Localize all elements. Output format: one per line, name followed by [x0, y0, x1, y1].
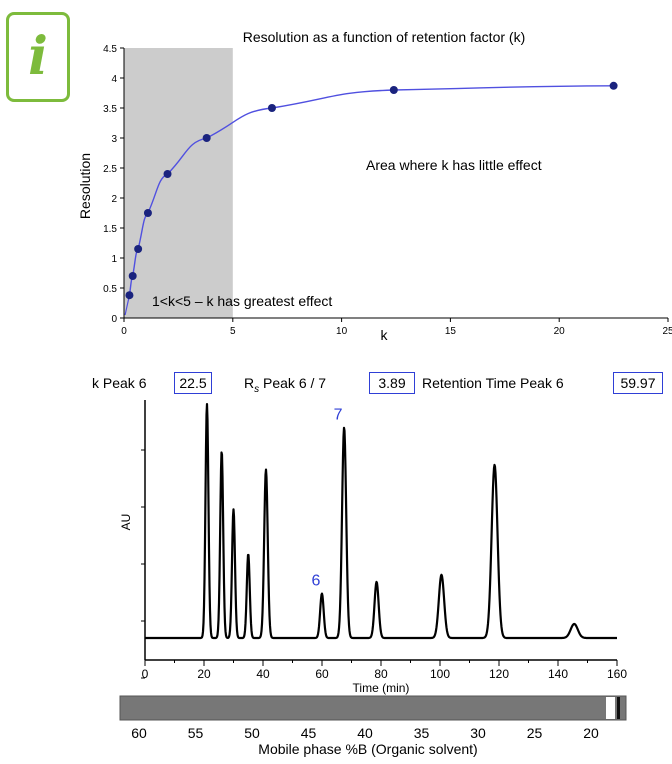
- mobile-phase-tick: 35: [414, 725, 430, 741]
- x-tick-label: 10: [336, 326, 348, 337]
- data-point: [134, 245, 143, 253]
- chart-title: Resolution as a function of retention fa…: [243, 29, 525, 45]
- x-tick-label: 100: [430, 667, 450, 681]
- x-tick-label: 20: [554, 326, 566, 337]
- x-axis-title: k: [381, 327, 389, 343]
- data-point: [389, 86, 398, 94]
- k-peak-value[interactable]: 22.5: [174, 372, 212, 394]
- x-tick-label: 0: [142, 667, 149, 681]
- y-tick-label: 3: [111, 134, 117, 145]
- mobile-phase-tick: 25: [527, 725, 543, 741]
- y-tick-label: 4.5: [103, 44, 117, 55]
- y-tick-label: 2.5: [103, 164, 117, 175]
- data-point: [202, 134, 211, 142]
- shaded-region: [124, 48, 233, 318]
- rs-label-suffix: Peak 6 / 7: [259, 375, 327, 391]
- retention-time-label: Retention Time Peak 6: [422, 375, 564, 391]
- retention-time-value[interactable]: 59.97: [613, 372, 663, 394]
- y-axis-title: Resolution: [77, 153, 93, 219]
- rs-value[interactable]: 3.89: [369, 372, 415, 394]
- rs-label-sub: s: [254, 383, 260, 395]
- x-tick-label: 15: [445, 326, 457, 337]
- mobile-phase-tick: 45: [301, 725, 317, 741]
- x-tick-label: 60: [315, 667, 329, 681]
- annotation-greatest-effect: 1<k<5 – k has greatest effect: [152, 293, 332, 309]
- data-point: [143, 209, 152, 217]
- x-tick-label: 80: [374, 667, 388, 681]
- x-tick-label: 120: [489, 667, 509, 681]
- info-button[interactable]: i: [6, 12, 70, 102]
- x-tick-label: 20: [197, 667, 211, 681]
- data-point: [163, 170, 172, 178]
- readouts-bar: k Peak 6 22.5 Rs Peak 6 / 7 3.89 Retenti…: [0, 372, 672, 398]
- mobile-phase-tick: 50: [244, 725, 260, 741]
- y-tick-label: 3.5: [103, 104, 117, 115]
- x-axis-title: Time (min): [353, 681, 410, 695]
- k-peak-label: k Peak 6: [92, 375, 147, 391]
- y-tick-label: 2: [111, 194, 117, 205]
- info-icon: i: [28, 26, 48, 87]
- data-point: [609, 81, 618, 90]
- resolution-chart: 0 0.5 1 1.5 2 2.5 3 3.5 4 4.5 0 5 10 15 20 25 Resolution…: [77, 29, 672, 343]
- x-tick-label: 160: [607, 667, 627, 681]
- mobile-phase-gap: [606, 697, 615, 719]
- chromatogram-trace: [144, 403, 618, 640]
- y-tick-label: 4: [111, 74, 117, 85]
- mobile-phase-tick: 40: [357, 725, 373, 741]
- chromatogram-chart: AU 0 20 40 60 80 100 120 140 160 Time (min) 6 7 60 55 5…: [119, 400, 627, 757]
- mobile-phase-title: Mobile phase %B (Organic solvent): [258, 741, 477, 757]
- annotation-little-effect: Area where k has little effect: [366, 157, 542, 173]
- x-tick-label: 40: [256, 667, 270, 681]
- mobile-phase-bar: [119, 695, 627, 721]
- series-line: [128, 85, 614, 296]
- data-point: [267, 104, 276, 112]
- peak-label: 7: [334, 406, 343, 423]
- x-tick-label: 0: [121, 326, 127, 337]
- x-tick-label: 5: [230, 326, 236, 337]
- y-tick-label: 0.5: [103, 284, 117, 295]
- mobile-phase-tick: 55: [188, 725, 204, 741]
- rs-peak-label: Rs Peak 6 / 7: [244, 375, 326, 395]
- rs-label-prefix: R: [244, 375, 255, 391]
- x-tick-label: 140: [548, 667, 568, 681]
- x-tick-label: 25: [662, 326, 672, 337]
- mobile-phase-tick: 60: [131, 725, 147, 741]
- data-point: [125, 291, 134, 300]
- mobile-phase-tick: 30: [470, 725, 486, 741]
- mobile-phase-marker: [617, 697, 620, 719]
- y-axis-title: AU: [119, 514, 133, 531]
- y-tick-label: 1.5: [103, 224, 117, 235]
- peak-label: 6: [311, 573, 320, 590]
- data-point: [128, 272, 137, 280]
- y-tick-label: 0: [111, 314, 117, 325]
- y-tick-label: 1: [111, 254, 117, 265]
- mobile-phase-tick: 20: [583, 725, 599, 741]
